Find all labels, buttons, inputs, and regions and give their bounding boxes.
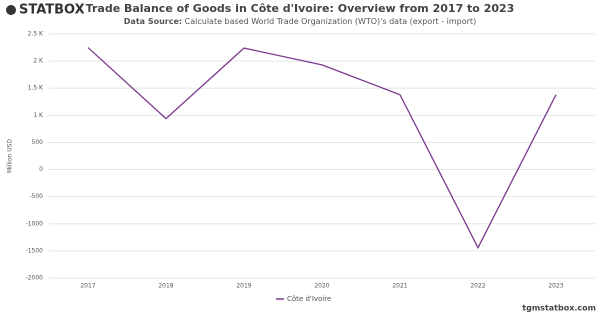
line — [87, 47, 557, 250]
y-tick-label: -500 — [29, 193, 43, 200]
y-tick-label: 500 — [32, 139, 44, 146]
y-axis-label: Million USD — [7, 139, 14, 173]
logo: STATBOX — [6, 3, 85, 18]
brand: STATBOX — [19, 3, 85, 18]
footer: tgmstatbox.com — [522, 304, 596, 313]
y-tick-label: 2 K — [33, 58, 44, 65]
x-tick-label: 2021 — [392, 283, 407, 290]
x-tick-label: 2017 — [80, 283, 95, 290]
x-tick-label: 2018 — [158, 283, 173, 290]
y-tick-label: 1 K — [33, 112, 44, 119]
y-tick-label: 1.5 K — [28, 85, 44, 92]
y-tick-label: -1500 — [26, 247, 44, 254]
x-tick-label: 2020 — [314, 283, 329, 290]
y-tick-label: -2000 — [26, 275, 44, 282]
y-tick-label: 0 — [39, 166, 43, 173]
x-tick-label: 2019 — [236, 283, 251, 290]
source-label: Data Source: — [124, 17, 182, 26]
y-tick-label: 2.5 K — [28, 31, 44, 38]
logo-icon — [6, 5, 16, 15]
source: Calculate based World Trade Organization… — [185, 17, 477, 26]
x-tick-label: 2023 — [548, 283, 563, 290]
chart-title: Trade Balance of Goods in Côte d'Ivoire:… — [86, 2, 515, 15]
subtitle: Data Source: Calculate based World Trade… — [124, 17, 476, 26]
y-tick-label: -1000 — [26, 220, 44, 227]
legend-label: Côte d'Ivoire — [287, 295, 331, 303]
x-tick-label: 2022 — [470, 283, 485, 290]
